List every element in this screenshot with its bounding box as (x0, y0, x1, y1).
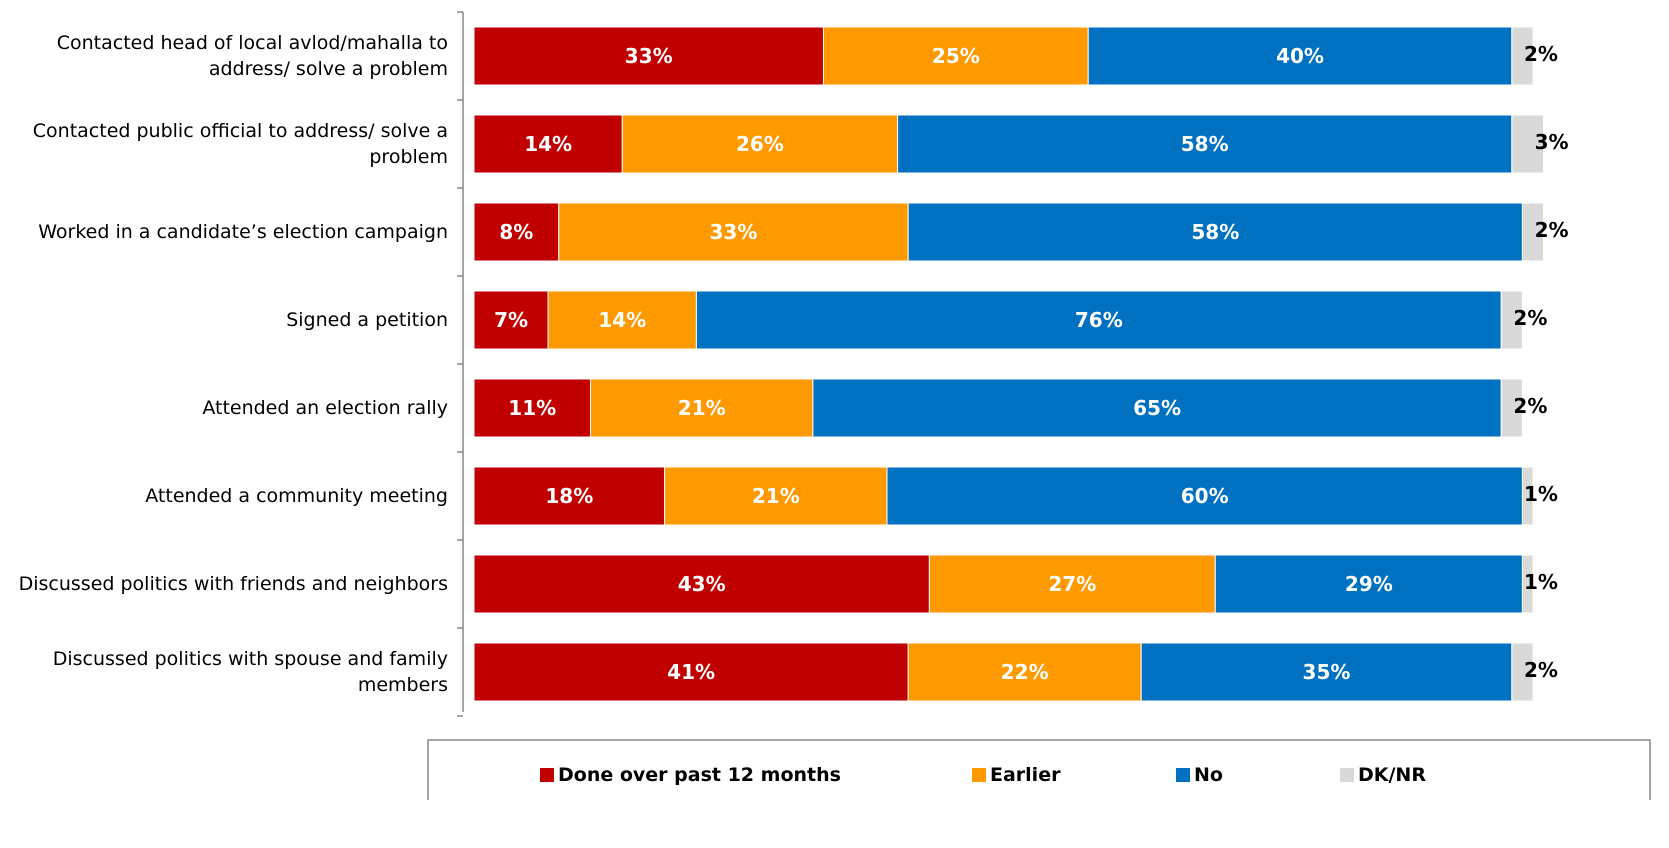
bar-segment (907, 642, 1142, 702)
data-label: 21% (752, 484, 800, 508)
data-label: 41% (667, 660, 715, 684)
data-label: 35% (1303, 660, 1351, 684)
data-label: 2% (1513, 394, 1547, 418)
data-label: 65% (1133, 396, 1181, 420)
category-label: Signed a petition (286, 309, 448, 331)
legend-swatch (972, 768, 986, 782)
bar-segment (1521, 554, 1534, 614)
bar-segment (907, 202, 1523, 262)
data-label: 2% (1513, 306, 1547, 330)
legend-label: No (1194, 764, 1223, 786)
legend-label: Done over past 12 months (558, 764, 841, 786)
bar-segment (1511, 642, 1534, 702)
category-label: Discussed politics with spouse and famil… (52, 648, 448, 696)
category-label: Attended an election rally (202, 397, 448, 419)
data-label: 2% (1524, 42, 1558, 66)
data-label: 7% (494, 308, 528, 332)
data-label: 26% (736, 132, 784, 156)
legend-swatch (540, 768, 554, 782)
bar-segment (897, 114, 1513, 174)
data-label: 18% (545, 484, 593, 508)
category-label: Discussed politics with friends and neig… (18, 573, 448, 595)
bar-segment (1087, 26, 1513, 86)
bar-segment (589, 378, 814, 438)
data-label: 8% (499, 220, 533, 244)
data-label: 33% (625, 44, 673, 68)
legend-swatch (1340, 768, 1354, 782)
data-label: 58% (1191, 220, 1239, 244)
data-label: 21% (678, 396, 726, 420)
bar-segment (473, 26, 824, 86)
legend-box (427, 739, 1651, 800)
data-label: 43% (678, 572, 726, 596)
bar-segment (558, 202, 909, 262)
bar-segment (473, 378, 591, 438)
data-label: 33% (710, 220, 758, 244)
legend-label: Earlier (990, 764, 1061, 786)
bar-segment (473, 466, 666, 526)
bar-segment (1511, 114, 1545, 174)
data-label: 2% (1524, 658, 1558, 682)
data-label: 1% (1524, 482, 1558, 506)
data-label: 22% (1001, 660, 1049, 684)
bar-segment (812, 378, 1502, 438)
bar-segment (1500, 378, 1523, 438)
data-label: 60% (1181, 484, 1229, 508)
bar-segment (1521, 466, 1534, 526)
bar-segment (621, 114, 899, 174)
data-label: 11% (508, 396, 556, 420)
category-label: Attended a community meeting (145, 485, 448, 507)
bar-segment (1521, 202, 1545, 262)
category-label: Contacted head of local avlod/mahalla to… (56, 32, 448, 80)
legend-label: DK/NR (1358, 764, 1426, 786)
bar-segment (886, 466, 1523, 526)
data-label: 58% (1181, 132, 1229, 156)
data-label: 25% (932, 44, 980, 68)
bar-segment (1511, 26, 1534, 86)
bar-segment (1140, 642, 1513, 702)
data-label: 2% (1535, 218, 1569, 242)
category-label: Worked in a candidate’s election campaig… (38, 221, 448, 243)
bar-segment (473, 202, 560, 262)
bar-segment (1214, 554, 1523, 614)
data-label: 14% (598, 308, 646, 332)
data-label: 27% (1048, 572, 1096, 596)
legend-swatch (1176, 768, 1190, 782)
data-label: 29% (1345, 572, 1393, 596)
data-label: 40% (1276, 44, 1324, 68)
bar-segment (473, 554, 930, 614)
data-label: 14% (524, 132, 572, 156)
bar-segment (473, 114, 623, 174)
bar-segment (473, 290, 549, 350)
bar-segment (473, 642, 909, 702)
data-label: 1% (1524, 570, 1558, 594)
data-label: 76% (1075, 308, 1123, 332)
bar-segment (1500, 290, 1523, 350)
data-label: 3% (1535, 130, 1569, 154)
category-label: Contacted public official to address/ so… (32, 120, 448, 168)
bar-segment (547, 290, 697, 350)
bar-segment (695, 290, 1502, 350)
